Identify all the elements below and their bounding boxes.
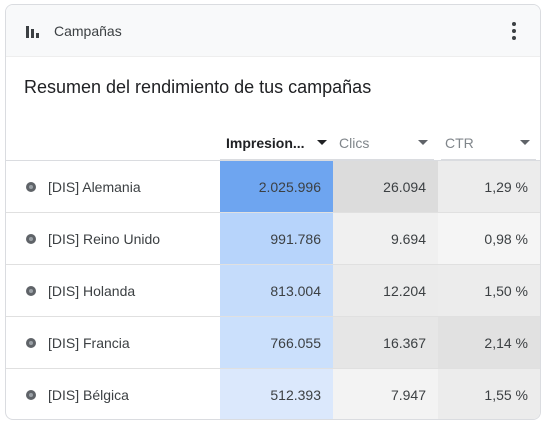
dropdown-caret-icon <box>520 140 530 145</box>
card-header: Campañas <box>6 5 540 57</box>
clicks-cell: 26.094 <box>333 161 438 212</box>
column-header-ctr[interactable]: CTR <box>441 126 536 160</box>
clicks-cell: 12.204 <box>333 265 438 316</box>
ctr-cell: 0,98 % <box>438 213 540 264</box>
campaign-name-cell: [DIS] Reino Unido <box>6 213 220 264</box>
ctr-cell: 1,50 % <box>438 265 540 316</box>
table-row[interactable]: [DIS] Bélgica 512.393 7.947 1,55 % <box>6 368 540 419</box>
status-dot-icon <box>26 285 36 296</box>
clicks-cell: 16.367 <box>333 317 438 368</box>
column-header-impressions[interactable]: Impresion... <box>220 126 333 160</box>
clicks-cell: 9.694 <box>333 213 438 264</box>
campaign-name: [DIS] Bélgica <box>48 386 129 403</box>
status-dot-icon <box>26 233 36 244</box>
status-dot-icon <box>26 337 36 348</box>
campaign-table: [DIS] Alemania 2.025.996 26.094 1,29 % [… <box>6 160 540 419</box>
campaign-name-cell: [DIS] Bélgica <box>6 369 220 419</box>
impressions-cell: 991.786 <box>220 213 333 264</box>
ctr-cell: 1,55 % <box>438 369 540 419</box>
dropdown-caret-icon <box>418 140 428 145</box>
column-header-clicks[interactable]: Clics <box>333 126 434 160</box>
bar-chart-icon <box>26 24 42 38</box>
status-dot-icon <box>26 389 36 400</box>
campaign-name-cell: [DIS] Holanda <box>6 265 220 316</box>
campaign-name-cell: [DIS] Alemania <box>6 161 220 212</box>
ctr-cell: 2,14 % <box>438 317 540 368</box>
campaign-name: [DIS] Francia <box>48 334 130 351</box>
impressions-cell: 2.025.996 <box>220 161 333 212</box>
impressions-cell: 766.055 <box>220 317 333 368</box>
campaign-name: [DIS] Reino Unido <box>48 230 161 247</box>
clicks-cell: 7.947 <box>333 369 438 419</box>
section-title: Resumen del rendimiento de tus campañas <box>24 77 372 97</box>
ctr-cell: 1,29 % <box>438 161 540 212</box>
more-vert-icon[interactable] <box>502 19 526 43</box>
table-row[interactable]: [DIS] Holanda 813.004 12.204 1,50 % <box>6 264 540 316</box>
campaign-name: [DIS] Alemania <box>48 178 141 195</box>
campaign-name-cell: [DIS] Francia <box>6 317 220 368</box>
sort-caret-icon <box>317 140 327 145</box>
impressions-cell: 512.393 <box>220 369 333 419</box>
campaigns-card: Campañas Resumen del rendimiento de tus … <box>5 4 541 420</box>
status-dot-icon <box>26 181 36 192</box>
card-title: Campañas <box>54 22 122 39</box>
table-row[interactable]: [DIS] Reino Unido 991.786 9.694 0,98 % <box>6 212 540 264</box>
impressions-cell: 813.004 <box>220 265 333 316</box>
table-row[interactable]: [DIS] Francia 766.055 16.367 2,14 % <box>6 316 540 368</box>
table-row[interactable]: [DIS] Alemania 2.025.996 26.094 1,29 % <box>6 160 540 212</box>
campaign-name: [DIS] Holanda <box>48 282 136 299</box>
